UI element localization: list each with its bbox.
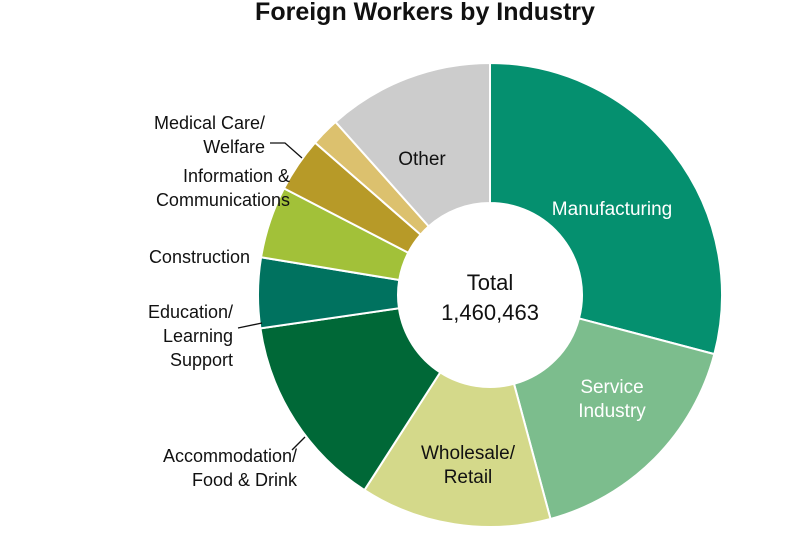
slice-label-education-learning-support: Education/Learning Support bbox=[148, 302, 233, 370]
slice-label-wholesale-retail: Wholesale/Retail bbox=[421, 443, 516, 488]
slice-manufacturing bbox=[489, 61, 723, 356]
center-total-label: Total bbox=[467, 270, 513, 295]
slice-label-service-industry: Service Industry bbox=[578, 377, 646, 422]
leader-line-accommodation-food-drink bbox=[291, 436, 306, 451]
slice-label-manufacturing: Manufacturing bbox=[552, 199, 672, 220]
slice-label-accommodation-food-drink: Accommodation/Food & Drink bbox=[163, 446, 298, 490]
leader-lines bbox=[237, 142, 306, 451]
chart-title: Foreign Workers by Industry bbox=[255, 0, 595, 26]
leader-line-medical-care-welfare bbox=[270, 142, 303, 159]
slice-service-industry bbox=[512, 317, 716, 521]
leader-line-education-learning-support bbox=[237, 322, 263, 329]
slice-label-construction: Construction bbox=[149, 247, 250, 267]
center-total-value: 1,460,463 bbox=[441, 300, 539, 325]
slice-labels: Manufacturing Service Industry Wholesale/Re… bbox=[148, 113, 672, 490]
slice-label-information-communications: Information & Communications bbox=[156, 166, 290, 210]
slice-other bbox=[334, 61, 491, 228]
slice-label-medical-care-welfare: Medical Care/Welfare bbox=[154, 113, 265, 157]
donut-slices bbox=[257, 61, 723, 528]
slice-accommodation-food-drink bbox=[259, 307, 442, 492]
slice-label-other: Other bbox=[398, 149, 446, 170]
slice-wholesale-retail bbox=[363, 370, 552, 528]
